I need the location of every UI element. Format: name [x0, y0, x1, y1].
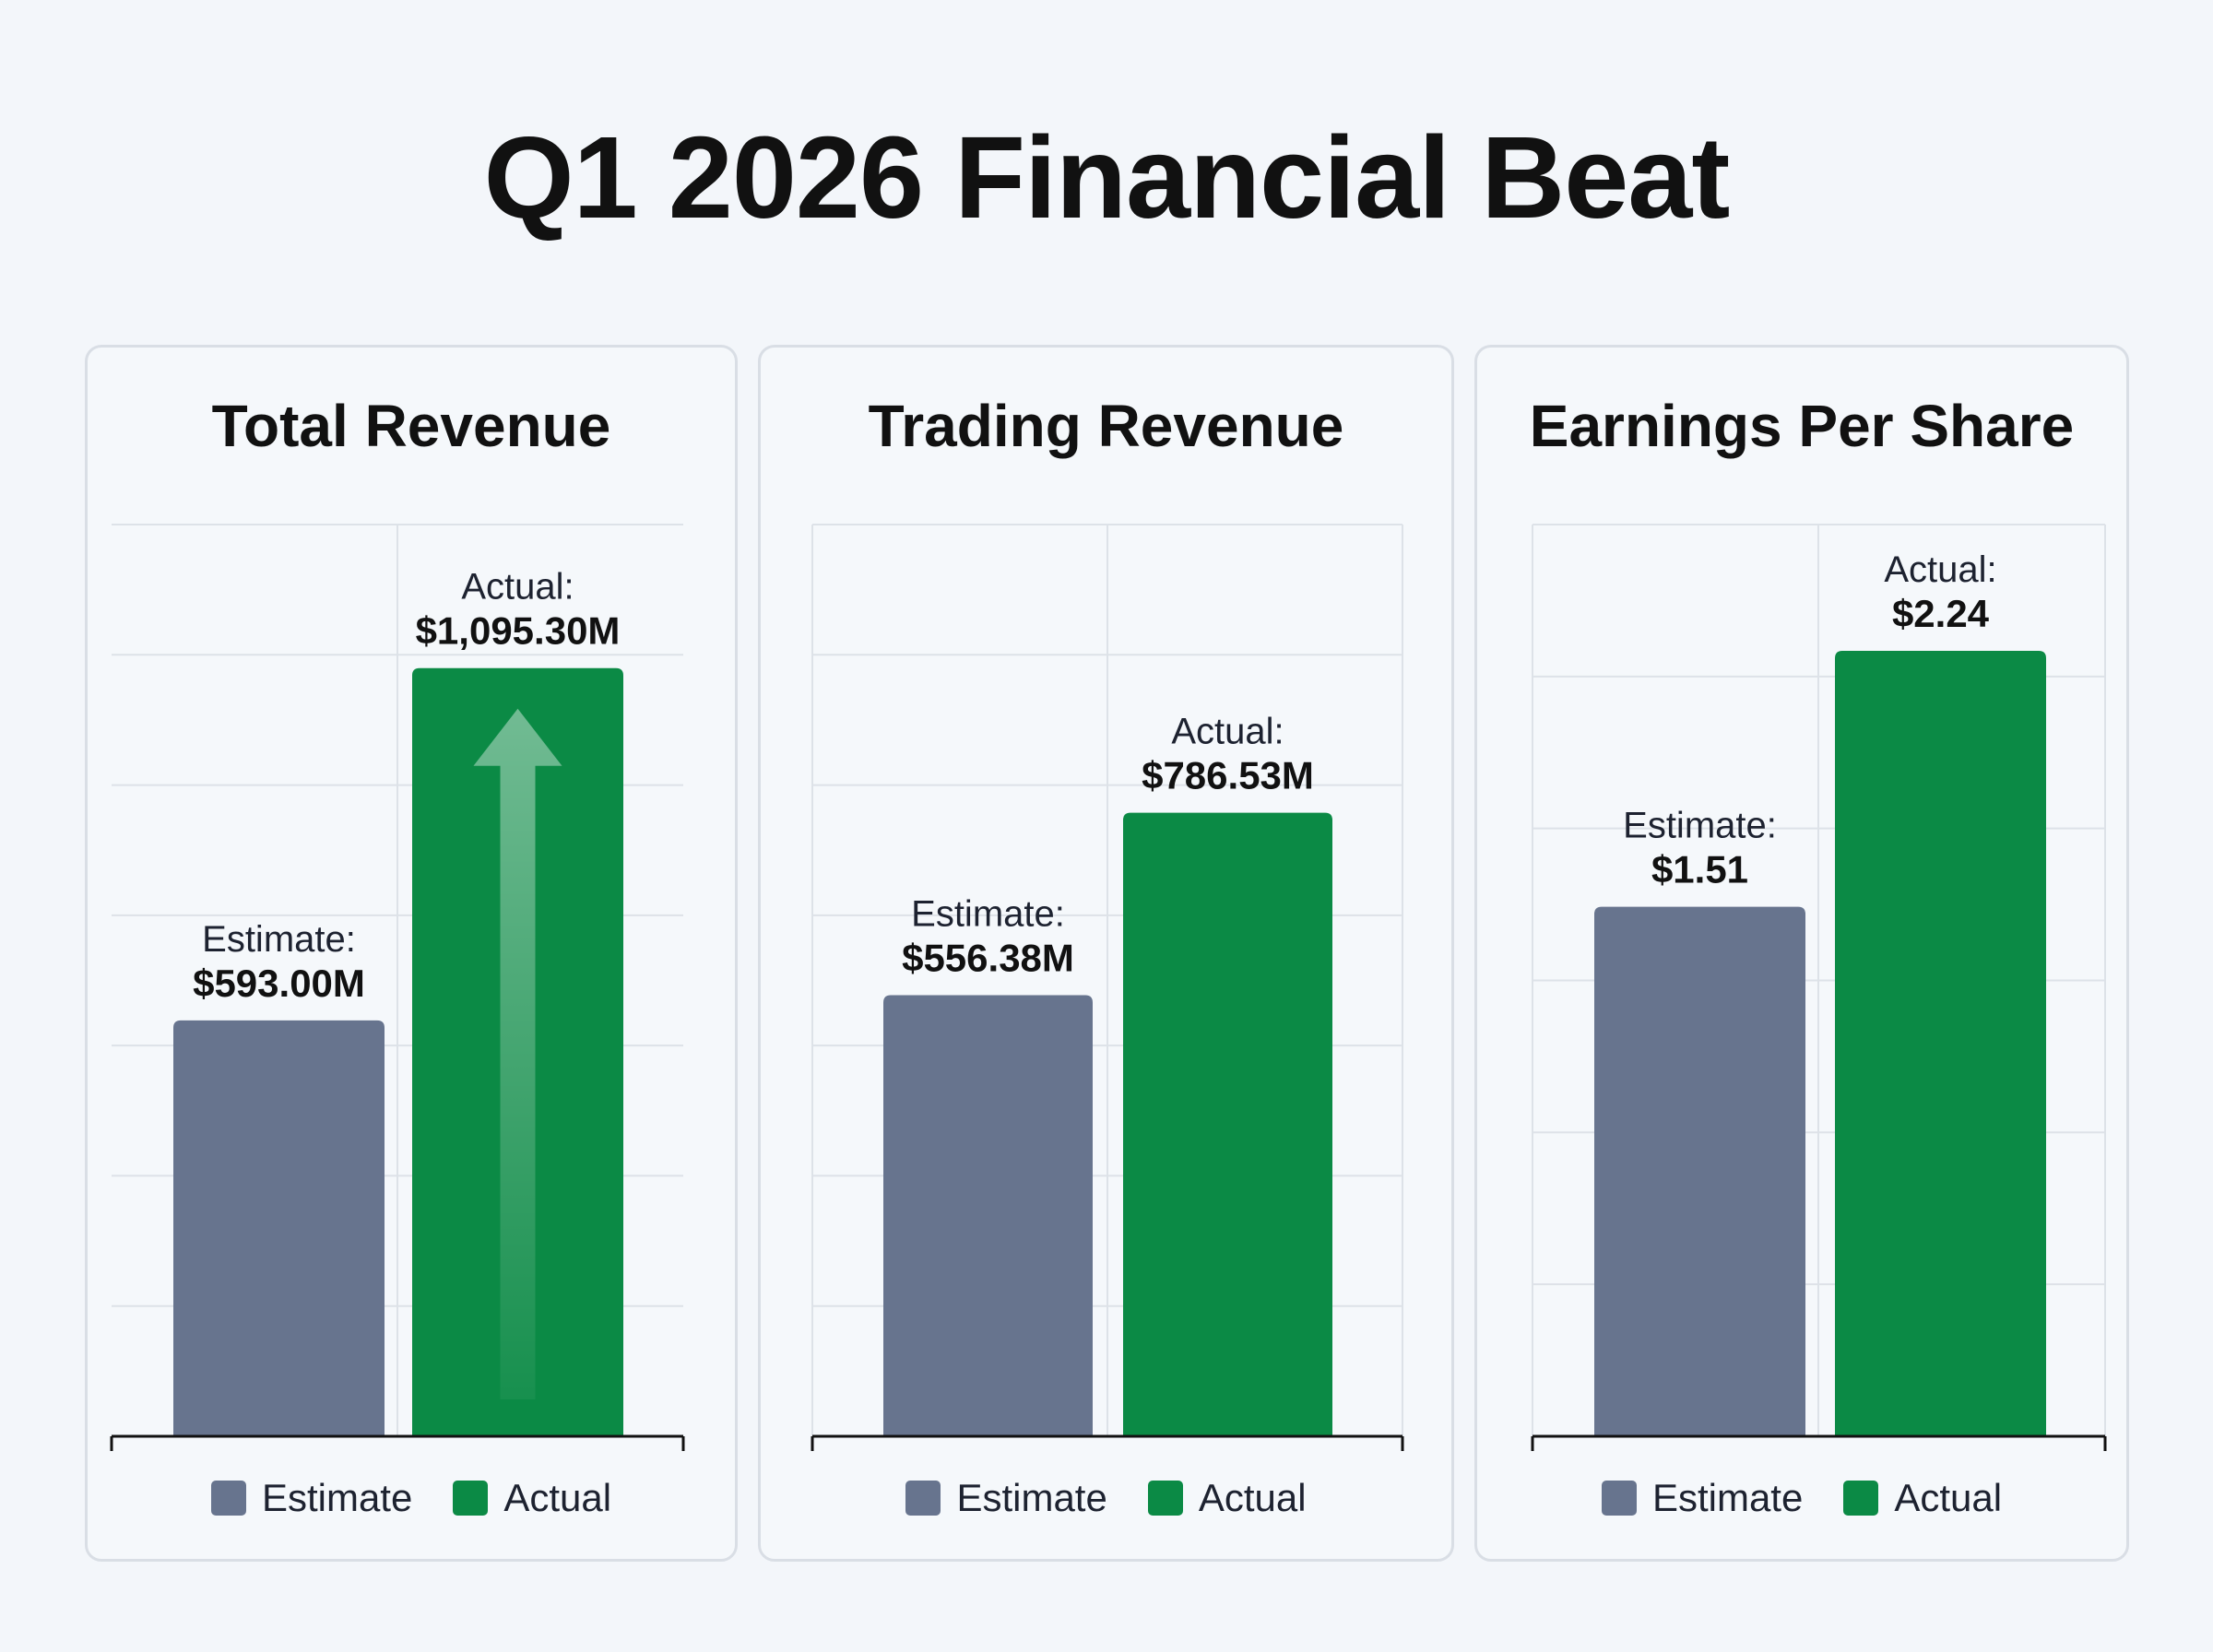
data-label-actual-value: $1,095.30M	[416, 609, 621, 653]
data-label-estimate-prefix: Estimate:	[911, 894, 1065, 935]
bar-estimate	[883, 995, 1093, 1436]
data-label-estimate-value: $593.00M	[193, 962, 365, 1005]
legend-swatch-actual	[1147, 1481, 1183, 1516]
legend-swatch-actual	[1843, 1481, 1879, 1516]
legend-item-actual: Actual	[1843, 1475, 2002, 1521]
bar-chart-trading-revenue: Estimate:$556.38M Actual:$786.53M	[811, 524, 1404, 1451]
chart-title: Total Revenue	[211, 393, 611, 459]
legend-item-actual: Actual	[1147, 1475, 1307, 1521]
legend-label-estimate: Estimate	[1651, 1476, 1804, 1519]
data-label-actual-prefix: Actual:	[1884, 549, 1996, 590]
bar-chart-earnings-per-share: Estimate:$1.51 Actual:$2.24	[1531, 524, 2107, 1451]
bar-estimate	[173, 1020, 385, 1436]
bar-chart-total-revenue: Estimate:$593.00M Actual:$1,095.30M	[110, 524, 685, 1451]
data-label-estimate-prefix: Estimate:	[202, 919, 356, 960]
data-label-estimate-prefix: Estimate:	[1623, 806, 1777, 846]
chart-panel-earnings-per-share: Earnings Per Share Estimate: $1.51 Actual:…	[1474, 345, 2129, 1562]
chart-panel-total-revenue: Total Revenue Estimate: $593.00M Actual: $1…	[85, 345, 738, 1562]
data-label-actual-prefix: Actual:	[461, 567, 574, 608]
legend-item-estimate: Estimate	[1601, 1475, 1804, 1521]
legend-label-estimate: Estimate	[261, 1476, 413, 1519]
data-label-actual-prefix: Actual:	[1171, 712, 1284, 752]
up-arrow-icon	[473, 708, 562, 1399]
legend-label-actual: Actual	[1894, 1476, 2003, 1519]
data-label-estimate-value: $556.38M	[902, 937, 1074, 980]
legend-label-estimate: Estimate	[956, 1476, 1107, 1519]
bar-actual	[1123, 812, 1332, 1436]
data-label-actual-value: $2.24	[1892, 592, 1990, 635]
chart-legend: Estimate Actual	[88, 1475, 735, 1521]
chart-legend: Estimate Actual	[761, 1475, 1451, 1521]
bar-actual	[1835, 650, 2046, 1436]
chart-legend: Estimate Actual	[1477, 1475, 2126, 1521]
legend-item-actual: Actual	[453, 1475, 611, 1521]
chart-title: Earnings Per Share	[1529, 393, 2075, 459]
chart-title: Trading Revenue	[868, 393, 1344, 459]
legend-label-actual: Actual	[503, 1476, 612, 1519]
legend-item-estimate: Estimate	[210, 1475, 413, 1521]
legend-swatch-estimate	[905, 1481, 941, 1516]
page-title: Q1 2026 Financial Beat	[483, 112, 1731, 242]
legend-swatch-actual	[453, 1481, 489, 1516]
legend-label-actual: Actual	[1198, 1476, 1307, 1519]
bar-estimate	[1594, 906, 1805, 1436]
legend-item-estimate: Estimate	[905, 1475, 1107, 1521]
data-label-actual-value: $786.53M	[1142, 754, 1314, 797]
legend-swatch-estimate	[1601, 1481, 1637, 1516]
chart-panel-trading-revenue: Trading Revenue Estimate: $556.38M Actual:…	[758, 345, 1454, 1562]
legend-swatch-estimate	[210, 1481, 246, 1516]
data-label-estimate-value: $1.51	[1651, 848, 1748, 891]
